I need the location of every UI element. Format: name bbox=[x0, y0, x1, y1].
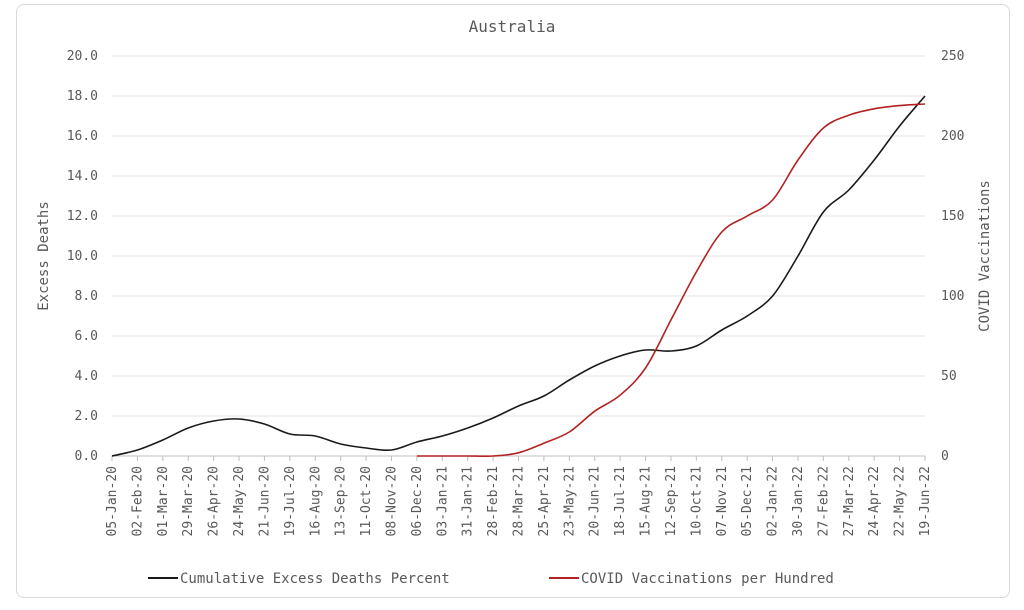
y-left-tick-label: 6.0 bbox=[75, 329, 98, 344]
series-line-vaccinations bbox=[416, 103, 926, 458]
x-tick-label: 08-Nov-20 bbox=[384, 466, 399, 536]
x-tick-label: 24-Apr-22 bbox=[867, 466, 882, 536]
x-tick-label: 18-Jul-21 bbox=[613, 466, 628, 536]
x-tick-label: 07-Nov-21 bbox=[715, 466, 730, 536]
y-axis-left-label: Excess Deaths bbox=[36, 201, 52, 311]
legend-label-vaccinations: COVID Vaccinations per Hundred bbox=[581, 571, 834, 587]
y-right-tick-label: 100 bbox=[941, 289, 964, 304]
y-left-tick-label: 18.0 bbox=[67, 89, 98, 104]
x-tick-label: 01-Mar-20 bbox=[156, 466, 171, 536]
x-tick-label: 03-Jan-21 bbox=[435, 466, 450, 536]
x-tick-label: 24-May-20 bbox=[232, 466, 247, 536]
y-right-tick-label: 0 bbox=[941, 449, 949, 464]
y-left-tick-label: 2.0 bbox=[75, 409, 98, 424]
y-right-tick-label: 250 bbox=[941, 49, 964, 64]
y-axis-right-label: COVID Vaccinations bbox=[977, 180, 993, 332]
legend: Cumulative Excess Deaths Percent COVID V… bbox=[148, 571, 834, 587]
y-left-tick-label: 14.0 bbox=[67, 169, 98, 184]
x-tick-label: 06-Dec-20 bbox=[410, 466, 425, 536]
x-tick-label: 23-May-21 bbox=[562, 466, 577, 536]
x-axis: 05-Jan-20 02-Feb-20 01-Mar-20 29-Mar-20 26-A… bbox=[105, 456, 933, 536]
y-left-tick-label: 16.0 bbox=[67, 129, 98, 144]
y-left-tick-label: 4.0 bbox=[75, 369, 98, 384]
y-axis-right: 0 50 100 150 200 250 bbox=[941, 49, 964, 464]
chart-title: Australia bbox=[469, 17, 556, 36]
y-left-tick-label: 10.0 bbox=[67, 249, 98, 264]
x-tick-label: 10-Oct-21 bbox=[689, 466, 704, 536]
series-line-excess-deaths bbox=[111, 95, 926, 457]
y-right-tick-label: 200 bbox=[941, 129, 964, 144]
x-tick-label: 30-Jan-22 bbox=[791, 466, 806, 536]
series-lines bbox=[111, 95, 926, 458]
x-tick-label: 19-Jul-20 bbox=[283, 466, 298, 536]
x-tick-label: 20-Jun-21 bbox=[588, 466, 603, 536]
x-tick-label: 15-Aug-21 bbox=[639, 466, 654, 536]
chart-card bbox=[16, 4, 1010, 598]
x-tick-label: 27-Mar-22 bbox=[842, 466, 857, 536]
y-left-tick-label: 8.0 bbox=[75, 289, 98, 304]
x-tick-label: 28-Mar-21 bbox=[512, 466, 527, 536]
x-tick-label: 11-Oct-20 bbox=[359, 466, 374, 536]
y-right-tick-label: 150 bbox=[941, 209, 964, 224]
legend-label-excess-deaths: Cumulative Excess Deaths Percent bbox=[180, 571, 450, 587]
y-left-tick-label: 0.0 bbox=[75, 449, 98, 464]
x-tick-label: 02-Jan-22 bbox=[766, 466, 781, 536]
x-tick-label: 31-Jan-21 bbox=[461, 466, 476, 536]
x-tick-label: 21-Jun-20 bbox=[257, 466, 272, 536]
x-tick-label: 22-May-22 bbox=[893, 466, 908, 536]
x-tick-label: 12-Sep-21 bbox=[664, 466, 679, 536]
x-tick-label: 26-Apr-20 bbox=[207, 466, 222, 536]
x-tick-label: 29-Mar-20 bbox=[181, 466, 196, 536]
gridlines bbox=[112, 55, 925, 457]
x-tick-label: 02-Feb-20 bbox=[130, 466, 145, 536]
y-left-tick-label: 12.0 bbox=[67, 209, 98, 224]
y-left-tick-label: 20.0 bbox=[67, 49, 98, 64]
x-tick-label: 13-Sep-20 bbox=[334, 466, 349, 536]
x-tick-label: 05-Dec-21 bbox=[740, 466, 755, 536]
x-tick-label: 28-Feb-21 bbox=[486, 466, 501, 536]
x-tick-label: 27-Feb-22 bbox=[816, 466, 831, 536]
x-tick-label: 05-Jan-20 bbox=[105, 466, 120, 536]
x-tick-label: 19-Jun-22 bbox=[918, 466, 933, 536]
x-tick-label: 25-Apr-21 bbox=[537, 466, 552, 536]
y-right-tick-label: 50 bbox=[941, 369, 957, 384]
x-tick-label: 16-Aug-20 bbox=[308, 466, 323, 536]
y-axis-left: 0.0 2.0 4.0 6.0 8.0 10.0 12.0 14.0 16.0 18.0 20.0 bbox=[67, 49, 98, 464]
